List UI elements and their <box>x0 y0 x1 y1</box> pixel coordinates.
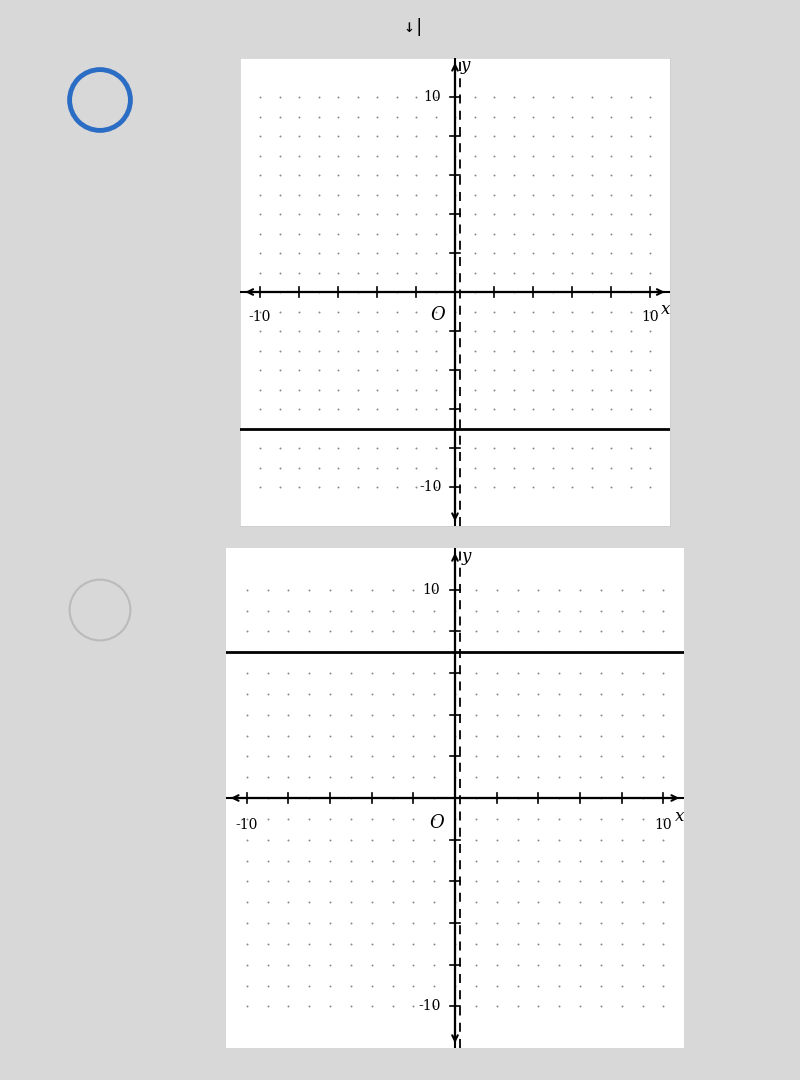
Text: ↓|: ↓| <box>403 18 426 36</box>
Text: x: x <box>675 808 685 825</box>
Text: O: O <box>429 814 444 832</box>
Text: -10: -10 <box>419 480 442 494</box>
Text: O: O <box>430 307 445 324</box>
Text: 10: 10 <box>422 583 441 596</box>
Text: -10: -10 <box>235 818 258 832</box>
Text: y: y <box>461 57 470 75</box>
Text: 10: 10 <box>654 818 672 832</box>
Text: -10: -10 <box>418 999 441 1013</box>
Text: 10: 10 <box>424 90 442 104</box>
Text: y: y <box>462 548 471 565</box>
Text: -10: -10 <box>249 310 271 324</box>
Text: 10: 10 <box>641 310 659 324</box>
Text: x: x <box>661 301 670 318</box>
